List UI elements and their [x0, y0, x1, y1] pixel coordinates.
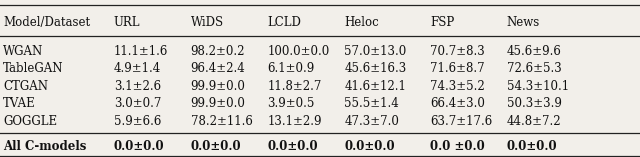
Text: 54.3±10.1: 54.3±10.1	[507, 80, 569, 93]
Text: URL: URL	[114, 16, 140, 29]
Text: FSP: FSP	[430, 16, 454, 29]
Text: 99.9±0.0: 99.9±0.0	[191, 97, 246, 110]
Text: 70.7±8.3: 70.7±8.3	[430, 45, 485, 58]
Text: 5.9±6.6: 5.9±6.6	[114, 115, 161, 128]
Text: News: News	[507, 16, 540, 29]
Text: 100.0±0.0: 100.0±0.0	[268, 45, 330, 58]
Text: 11.1±1.6: 11.1±1.6	[114, 45, 168, 58]
Text: TableGAN: TableGAN	[3, 62, 64, 75]
Text: 13.1±2.9: 13.1±2.9	[268, 115, 322, 128]
Text: 0.0±0.0: 0.0±0.0	[268, 140, 318, 153]
Text: 3.0±0.7: 3.0±0.7	[114, 97, 161, 110]
Text: 50.3±3.9: 50.3±3.9	[507, 97, 562, 110]
Text: 0.0±0.0: 0.0±0.0	[114, 140, 164, 153]
Text: 63.7±17.6: 63.7±17.6	[430, 115, 492, 128]
Text: WiDS: WiDS	[191, 16, 224, 29]
Text: 44.8±7.2: 44.8±7.2	[507, 115, 561, 128]
Text: 71.6±8.7: 71.6±8.7	[430, 62, 484, 75]
Text: 47.3±7.0: 47.3±7.0	[344, 115, 399, 128]
Text: 45.6±16.3: 45.6±16.3	[344, 62, 406, 75]
Text: LCLD: LCLD	[268, 16, 301, 29]
Text: 66.4±3.0: 66.4±3.0	[430, 97, 485, 110]
Text: 6.1±0.9: 6.1±0.9	[268, 62, 315, 75]
Text: 41.6±12.1: 41.6±12.1	[344, 80, 406, 93]
Text: 57.0±13.0: 57.0±13.0	[344, 45, 406, 58]
Text: TVAE: TVAE	[3, 97, 36, 110]
Text: 99.9±0.0: 99.9±0.0	[191, 80, 246, 93]
Text: 3.1±2.6: 3.1±2.6	[114, 80, 161, 93]
Text: 11.8±2.7: 11.8±2.7	[268, 80, 322, 93]
Text: 0.0 ±0.0: 0.0 ±0.0	[430, 140, 485, 153]
Text: GOGGLE: GOGGLE	[3, 115, 58, 128]
Text: 74.3±5.2: 74.3±5.2	[430, 80, 485, 93]
Text: Heloc: Heloc	[344, 16, 379, 29]
Text: 0.0±0.0: 0.0±0.0	[344, 140, 395, 153]
Text: WGAN: WGAN	[3, 45, 44, 58]
Text: 72.6±5.3: 72.6±5.3	[507, 62, 562, 75]
Text: 0.0±0.0: 0.0±0.0	[507, 140, 557, 153]
Text: All C-models: All C-models	[3, 140, 86, 153]
Text: CTGAN: CTGAN	[3, 80, 48, 93]
Text: 55.5±1.4: 55.5±1.4	[344, 97, 399, 110]
Text: 0.0±0.0: 0.0±0.0	[191, 140, 241, 153]
Text: 96.4±2.4: 96.4±2.4	[191, 62, 246, 75]
Text: 45.6±9.6: 45.6±9.6	[507, 45, 562, 58]
Text: 4.9±1.4: 4.9±1.4	[114, 62, 161, 75]
Text: 3.9±0.5: 3.9±0.5	[268, 97, 315, 110]
Text: 98.2±0.2: 98.2±0.2	[191, 45, 245, 58]
Text: 78.2±11.6: 78.2±11.6	[191, 115, 253, 128]
Text: Model/Dataset: Model/Dataset	[3, 16, 90, 29]
